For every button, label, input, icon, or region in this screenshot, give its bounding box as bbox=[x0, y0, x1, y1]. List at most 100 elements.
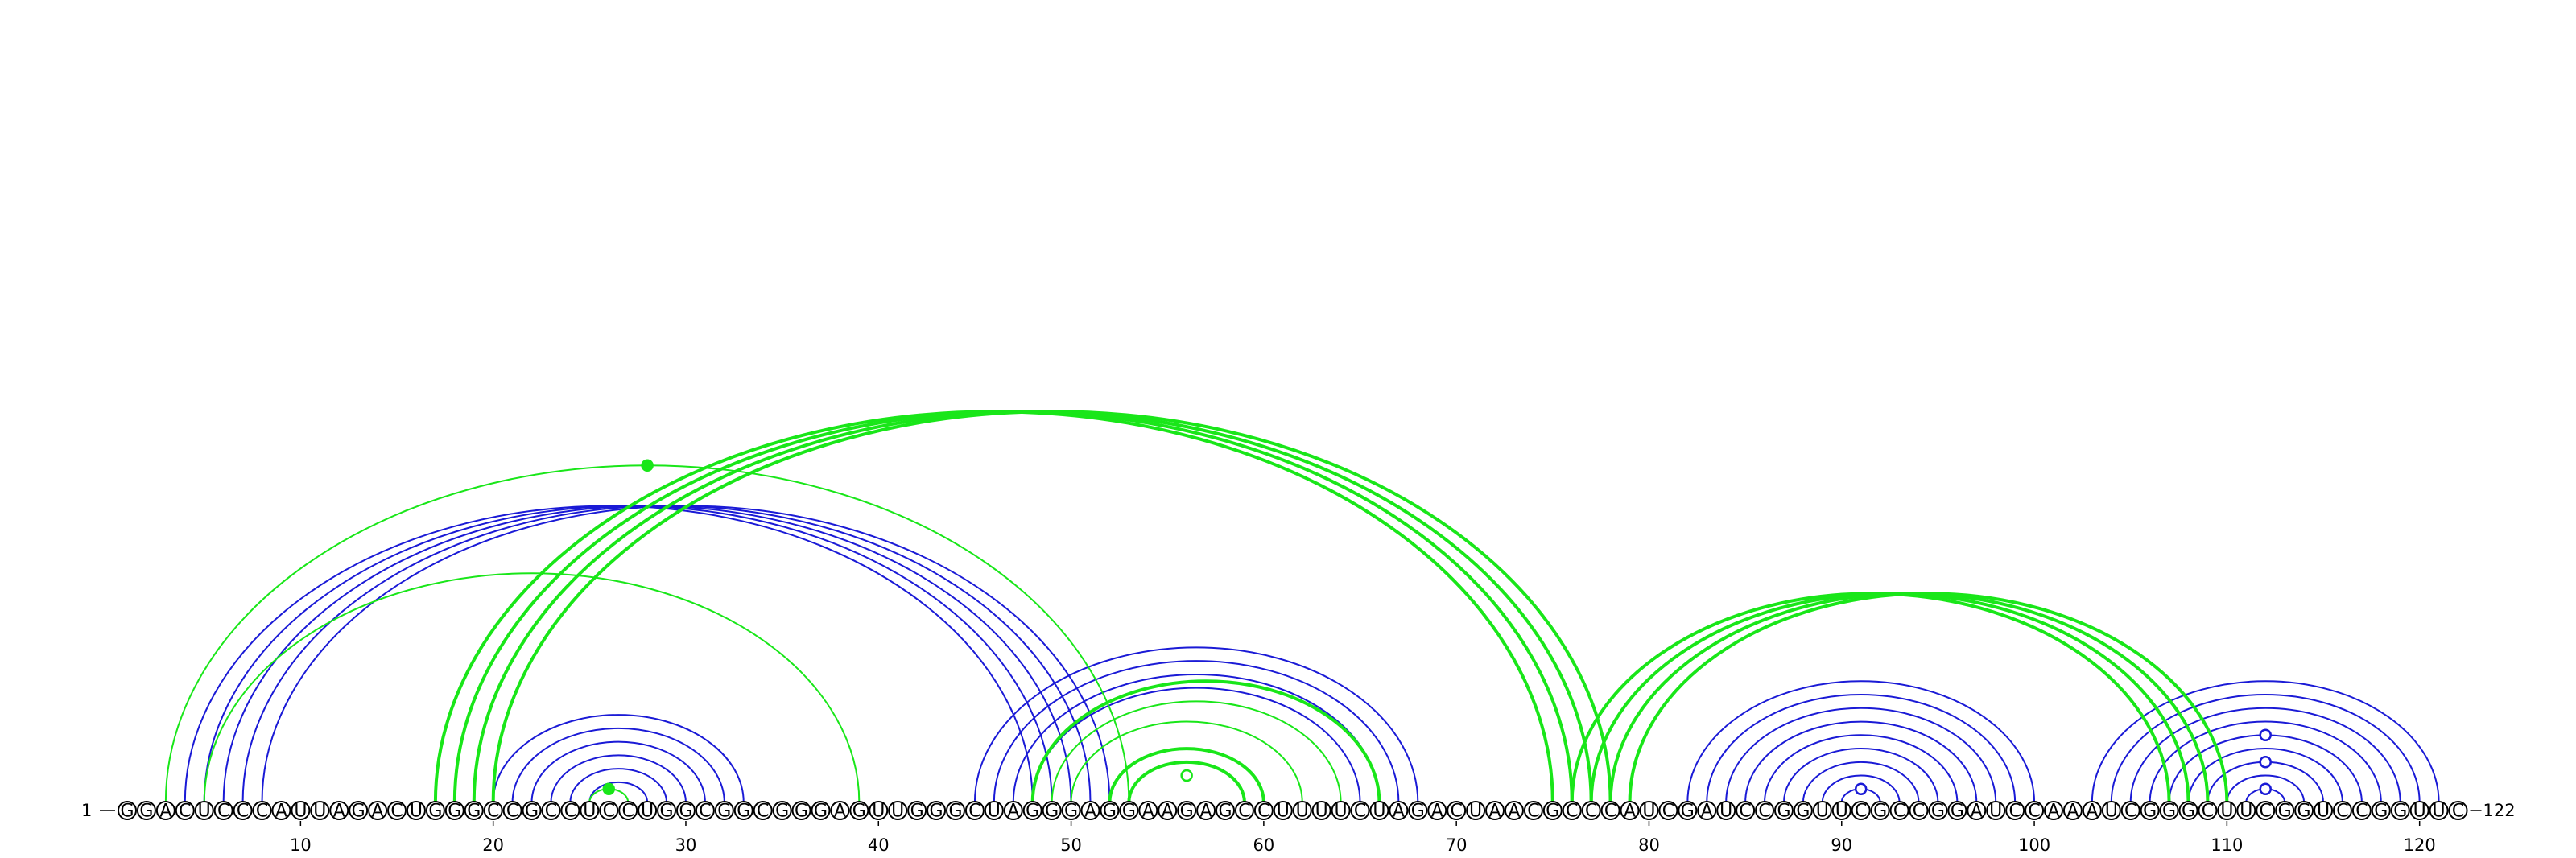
nucleotide-circle bbox=[849, 801, 869, 820]
nucleotide-letter: G bbox=[2143, 802, 2157, 822]
nucleotide-99: C bbox=[2005, 801, 2025, 822]
nucleotide-28: U bbox=[638, 801, 658, 822]
apex-marker-3-53 bbox=[641, 459, 654, 472]
nucleotide-circle bbox=[1812, 801, 1832, 820]
nucleotide-circle bbox=[907, 801, 927, 820]
nucleotide-letter: G bbox=[1951, 802, 1964, 822]
nucleotide-62: U bbox=[1292, 801, 1312, 822]
nucleotide-circle bbox=[291, 801, 311, 820]
base-pair-arc-5-39 bbox=[203, 572, 861, 803]
tick-label-60: 60 bbox=[1253, 835, 1275, 855]
nucleotide-circle bbox=[2005, 801, 2025, 820]
nucleotide-circle bbox=[2159, 801, 2179, 820]
nucleotide-letter: G bbox=[467, 802, 481, 822]
nucleotide-80: U bbox=[1639, 801, 1659, 822]
sequence-backbone: 1 122 bbox=[81, 801, 2516, 820]
nucleotide-letter: A bbox=[1084, 802, 1096, 822]
nucleotide-letter: G bbox=[2278, 802, 2292, 822]
nucleotide-letter: C bbox=[1739, 802, 1751, 822]
nucleotide-circle bbox=[2101, 801, 2121, 820]
nucleotide-circle bbox=[1851, 801, 1871, 820]
nucleotide-letter: U bbox=[294, 802, 307, 822]
nucleotide-111: U bbox=[2236, 801, 2256, 822]
nucleotide-118: G bbox=[2371, 801, 2391, 822]
nucleotide-letter: G bbox=[930, 802, 943, 822]
nucleotide-70: C bbox=[1447, 801, 1467, 822]
base-pair-arc-86-96 bbox=[1764, 734, 1959, 803]
base-pair-arc-85-97 bbox=[1744, 720, 1978, 803]
nucleotide-91: C bbox=[1851, 801, 1871, 822]
nucleotide-letter: C bbox=[1893, 802, 1905, 822]
nucleotide-18: G bbox=[444, 801, 464, 822]
nucleotide-circle bbox=[1022, 801, 1042, 820]
nucleotide-circle bbox=[252, 801, 272, 820]
nucleotide-circle bbox=[233, 801, 253, 820]
nucleotide-letter: A bbox=[1162, 802, 1174, 822]
nucleotide-circle bbox=[213, 801, 233, 820]
nucleotide-36: G bbox=[791, 801, 811, 822]
nucleotide-49: G bbox=[1042, 801, 1062, 822]
base-pair-arc-77-108 bbox=[1589, 592, 2190, 803]
nucleotide-letter: U bbox=[1277, 802, 1290, 822]
nucleotide-circle bbox=[1831, 801, 1852, 820]
nucleotide-circle bbox=[1504, 801, 1524, 820]
nucleotide-circle bbox=[2390, 801, 2410, 820]
base-pair-arc-88-94 bbox=[1802, 761, 1920, 803]
tick-label-110: 110 bbox=[2211, 835, 2243, 855]
nucleotide-circle bbox=[675, 801, 696, 820]
nucleotide-58: G bbox=[1216, 801, 1236, 822]
nucleotide-48: G bbox=[1022, 801, 1042, 822]
nucleotide-41: U bbox=[888, 801, 908, 822]
nucleotide-circle bbox=[2448, 801, 2468, 820]
nucleotide-circle bbox=[541, 801, 561, 820]
nucleotide-letter: A bbox=[1393, 802, 1405, 822]
nucleotide-82: G bbox=[1678, 801, 1698, 822]
nucleotide-77: C bbox=[1581, 801, 1601, 822]
nucleotide-circle bbox=[1234, 801, 1254, 820]
nucleotide-34: C bbox=[753, 801, 773, 822]
nucleotide-circle bbox=[1562, 801, 1582, 820]
position-ticks: 10 20 30 40 50 60 70 80 90 100 110 120 bbox=[290, 821, 2436, 855]
nucleotide-circle bbox=[2332, 801, 2352, 820]
nucleotide-38: A bbox=[830, 801, 850, 822]
apex-marker-111-113 bbox=[2259, 782, 2272, 795]
nucleotide-circle bbox=[310, 801, 330, 820]
nucleotide-circle bbox=[1350, 801, 1370, 820]
nucleotide-letter: G bbox=[352, 802, 365, 822]
nucleotide-letter: C bbox=[1604, 802, 1616, 822]
nucleotide-21: C bbox=[502, 801, 522, 822]
nucleotide-circle bbox=[502, 801, 522, 820]
base-pair-arc-7-51 bbox=[242, 505, 1092, 803]
nucleotide-circle bbox=[329, 801, 349, 820]
nucleotide-83: A bbox=[1697, 801, 1717, 822]
base-pair-arc-45-68 bbox=[973, 646, 1419, 803]
nucleotide-114: G bbox=[2294, 801, 2314, 822]
nucleotide-88: G bbox=[1793, 801, 1813, 822]
apex-marker-90-92 bbox=[1854, 782, 1868, 795]
tick-label-30: 30 bbox=[675, 835, 697, 855]
nucleotide-8: C bbox=[252, 801, 272, 822]
nucleotide-circle bbox=[1369, 801, 1389, 820]
nucleotide-letter: A bbox=[333, 802, 345, 822]
nucleotide-letter: G bbox=[1026, 802, 1039, 822]
nucleotide-119: G bbox=[2390, 801, 2410, 822]
nucleotide-circle bbox=[387, 801, 407, 820]
nucleotide-circle bbox=[1755, 801, 1775, 820]
base-pair-arc-79-110 bbox=[1628, 592, 2229, 803]
nucleotide-circle bbox=[1639, 801, 1659, 820]
nucleotide-letter: C bbox=[1585, 802, 1597, 822]
nucleotide-circle bbox=[2082, 801, 2102, 820]
nucleotide-letter: U bbox=[1816, 802, 1829, 822]
nucleotide-109: C bbox=[2198, 801, 2218, 822]
nucleotide-71: U bbox=[1466, 801, 1486, 822]
nucleotide-circle bbox=[1273, 801, 1293, 820]
nucleotide-97: A bbox=[1967, 801, 1987, 822]
nucleotide-letter: G bbox=[2374, 802, 2388, 822]
nucleotide-letter: U bbox=[1335, 802, 1348, 822]
nucleotide-110: U bbox=[2217, 801, 2237, 822]
nucleotide-letter: G bbox=[1546, 802, 1559, 822]
nucleotide-31: C bbox=[695, 801, 715, 822]
nucleotide-circle bbox=[2120, 801, 2140, 820]
nucleotide-letter: G bbox=[717, 802, 731, 822]
nucleotide-86: C bbox=[1755, 801, 1775, 822]
